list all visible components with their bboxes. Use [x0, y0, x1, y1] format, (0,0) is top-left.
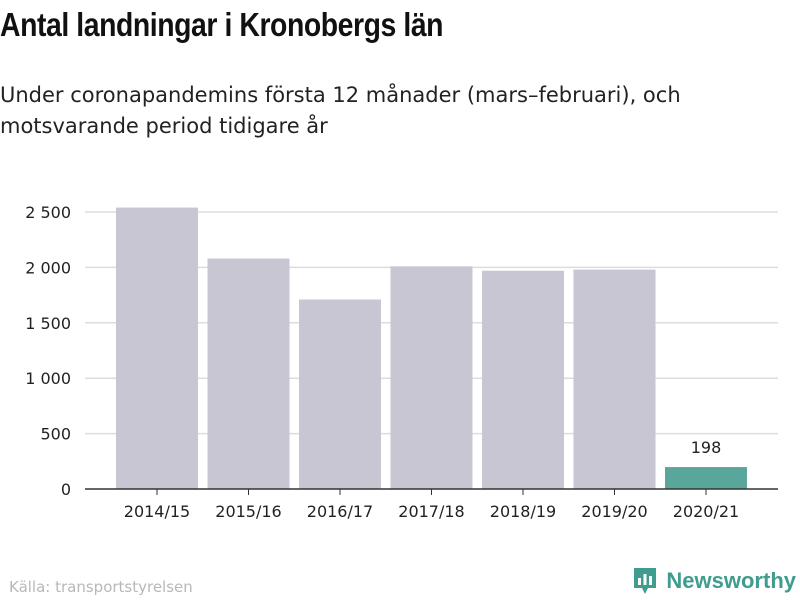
x-tick-label: 2014/15: [124, 502, 190, 521]
bar-chart: 0 500 1 000 1 500 2 000 2 500 2014/15 2015/16 20…: [25, 203, 778, 521]
y-tick-label: 1 500: [25, 314, 71, 333]
bar-2016-17: [299, 299, 381, 489]
data-label: 198: [691, 438, 722, 457]
y-tick-label: 2 000: [25, 258, 71, 277]
bar-2014-15: [116, 207, 198, 489]
y-tick-label: 500: [40, 425, 71, 444]
x-tick-label: 2015/16: [215, 502, 281, 521]
newsworthy-logo[interactable]: Newsworthy: [632, 566, 796, 596]
bar-2018-19: [482, 270, 564, 489]
y-tick-label: 2 500: [25, 203, 71, 222]
source-note: Källa: transportstyrelsen: [9, 578, 193, 596]
x-tick-label: 2017/18: [398, 502, 464, 521]
x-tick-label: 2016/17: [307, 502, 373, 521]
x-tick-label: 2020/21: [673, 502, 739, 521]
y-tick-label: 0: [61, 480, 71, 499]
x-tick-label: 2018/19: [490, 502, 556, 521]
brand-name: Newsworthy: [666, 568, 796, 593]
bar-2020-21: [665, 467, 747, 489]
chart-title: Antal landningar i Kronobergs län: [0, 6, 444, 43]
bar-2017-18: [390, 266, 473, 489]
newsworthy-logo-icon: [634, 568, 657, 594]
bar-2015-16: [207, 258, 290, 489]
y-tick-label: 1 000: [25, 369, 71, 388]
chart-subtitle: Under coronapandemins första 12 månader …: [0, 83, 681, 138]
x-tick-label: 2019/20: [581, 502, 647, 521]
bar-2019-20: [573, 269, 656, 489]
